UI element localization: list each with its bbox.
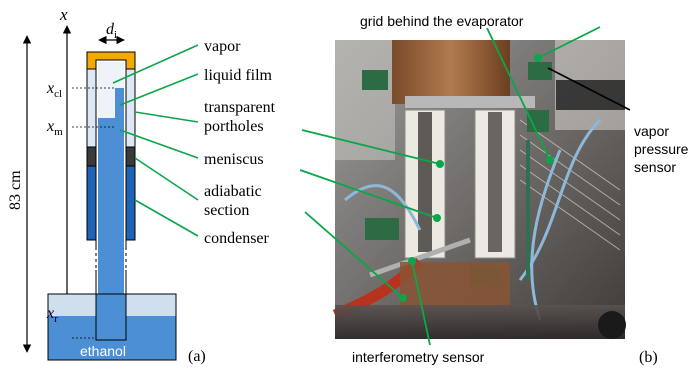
- diameter-label: di: [106, 21, 117, 41]
- photo-connector-3: [528, 62, 552, 80]
- liquid-film-layer: [115, 88, 124, 128]
- panel-b-markers: [399, 54, 554, 302]
- panel-a-leaders: [112, 44, 199, 237]
- callout-transparent-portholes: transparent portholes: [204, 99, 276, 135]
- photo-frame-top: [405, 96, 535, 108]
- copper-heater-block: [392, 40, 510, 104]
- panel-b-caption: (b): [639, 349, 658, 366]
- photo-copper-base: [400, 262, 510, 312]
- x-cl-label: xcl: [46, 80, 62, 100]
- photo-cables: [344, 118, 602, 321]
- label-interferometry-sensor: interferometry sensor: [352, 349, 485, 365]
- callout-vapor: vapor: [204, 38, 241, 55]
- tube-in-reservoir: [95, 293, 127, 341]
- callout-liquid-film: liquid film: [204, 67, 273, 84]
- callout-meniscus: meniscus: [204, 151, 264, 168]
- label-vapor-pressure-sensor: vapor pressure sensor: [634, 123, 689, 175]
- label-grid: grid behind the evaporator: [360, 13, 524, 29]
- x-axis-label: x: [59, 5, 68, 24]
- callout-adiabatic-section: adiabatic section: [204, 183, 262, 219]
- pressure-sensor-pointer: [547, 67, 631, 111]
- photo-black-knob: [598, 311, 626, 339]
- panel-a-caption: (a): [188, 348, 206, 365]
- height-label: 83 cm: [7, 170, 24, 210]
- photo-pressure-sensor: [556, 80, 625, 110]
- photo-rod: [369, 237, 471, 278]
- photo-connector-1: [362, 70, 388, 90]
- panel-b-photo: grid behind the evaporator vapor pressure…: [299, 13, 689, 366]
- x-r-label: xr: [46, 305, 58, 325]
- reservoir-label: ethanol: [80, 343, 126, 359]
- callout-condenser: condenser: [204, 230, 270, 247]
- photo-connector-2: [527, 110, 549, 132]
- photo-connector-4: [365, 218, 399, 240]
- panel-a-schematic: x 83 cm ethanol di xcl: [7, 5, 276, 365]
- photo-tube-right: [488, 112, 502, 252]
- panel-b-leaders: [299, 26, 601, 346]
- photo-tube-left: [418, 112, 432, 252]
- photo-floor: [335, 305, 625, 339]
- x-m-label: xm: [46, 118, 63, 138]
